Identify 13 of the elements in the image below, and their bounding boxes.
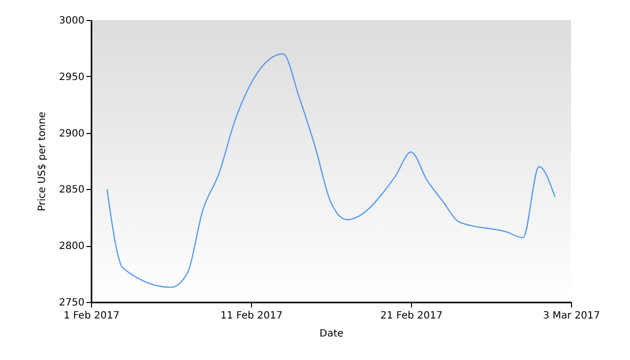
y-tick-label: 3000 (59, 16, 84, 26)
y-axis-title: Price US$ per tonne (37, 112, 48, 212)
y-tick-label: 2950 (59, 72, 84, 83)
x-axis-title: Date (320, 328, 344, 340)
x-tick-label: 3 Mar 2017 (542, 310, 600, 322)
y-tick-label: 2900 (59, 128, 84, 140)
x-tick-label: 1 Feb 2017 (64, 310, 120, 322)
x-tick-label: 21 Feb 2017 (380, 310, 443, 322)
y-tick-label: 2800 (59, 241, 84, 252)
x-tick-label: 11 Feb 2017 (220, 310, 283, 322)
y-tick-label: 2750 (59, 298, 84, 308)
y-tick-label: 2850 (59, 184, 84, 196)
line-series (106, 53, 556, 288)
